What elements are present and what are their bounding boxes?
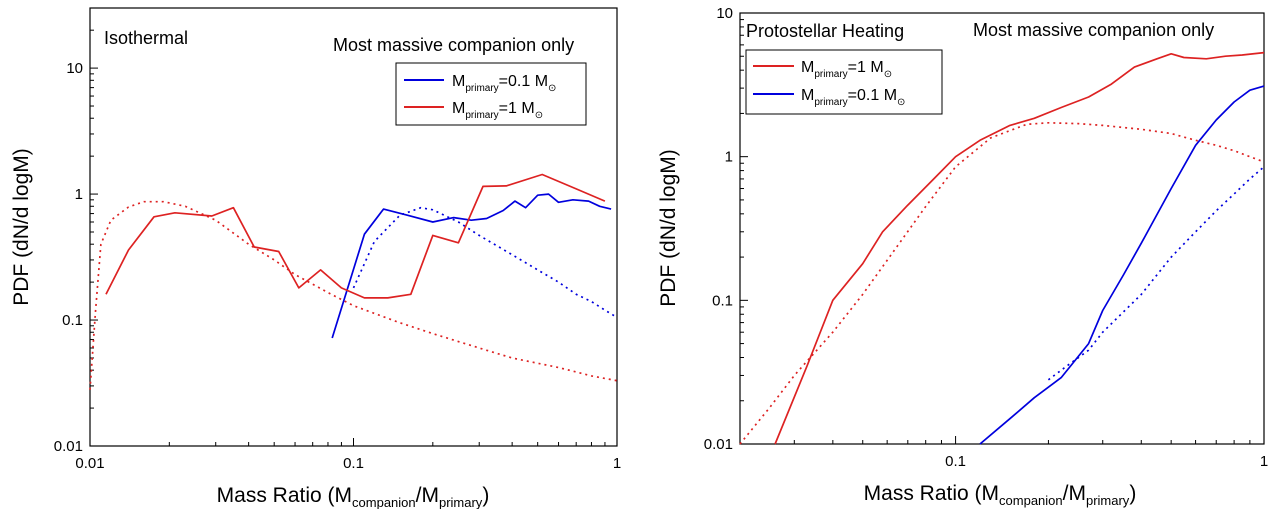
axis-ticks: 0.01 0.1 1 0.01 0.1 1 10 <box>54 29 621 472</box>
series-line-dotted-1 <box>739 121 1265 445</box>
x-tick-label: 1 <box>613 455 621 472</box>
legend-label-0: Mprimary=1 M⊙ <box>801 59 892 80</box>
x-tick-label: 0.01 <box>75 455 104 472</box>
legend-box <box>395 62 587 126</box>
y-tick-label: 10 <box>66 60 83 77</box>
axis-ticks: 0.1 1 0.01 0.1 1 10 <box>704 5 1268 470</box>
plot-frame <box>739 12 1265 445</box>
series-line-dotted-3 <box>89 200 618 390</box>
x-tick-label: 0.1 <box>343 455 364 472</box>
series-line-solid-2 <box>105 173 606 299</box>
x-tick-label: 1 <box>1260 453 1268 470</box>
legend-label-1: Mprimary=1 M⊙ <box>452 100 543 121</box>
series-line-dotted-3 <box>1047 166 1265 381</box>
series-group <box>739 51 1265 445</box>
legend-box <box>745 49 943 115</box>
y-tick-label: 10 <box>716 5 733 22</box>
legend: Mprimary=1 M⊙ Mprimary=0.1 M⊙ <box>745 49 943 115</box>
y-tick-label: 0.1 <box>712 292 733 309</box>
chart-annotation: Most massive companion only <box>973 20 1214 40</box>
chart-isothermal: 0.01 0.1 1 0.01 0.1 1 10 Isothermal Most massi… <box>10 7 621 509</box>
series-line-solid-0 <box>331 193 612 339</box>
legend-label-1: Mprimary=0.1 M⊙ <box>801 87 905 108</box>
series-group <box>89 173 618 390</box>
series-line-solid-0 <box>774 51 1265 445</box>
x-tick-label: 0.1 <box>945 453 966 470</box>
series-line-solid-2 <box>979 85 1265 445</box>
y-tick-label: 0.01 <box>54 438 83 455</box>
x-axis-label: Mass Ratio (Mcompanion/Mprimary) <box>217 484 490 509</box>
y-tick-label: 0.01 <box>704 436 733 453</box>
y-tick-label: 1 <box>725 149 733 166</box>
chart-protostellar-heating: 0.1 1 0.01 0.1 1 10 Protostellar Heating Most… <box>657 5 1268 508</box>
chart-title: Protostellar Heating <box>746 21 904 41</box>
chart-annotation: Most massive companion only <box>333 35 574 55</box>
y-tick-label: 1 <box>75 186 83 203</box>
chart-title: Isothermal <box>104 28 188 48</box>
series-line-dotted-1 <box>352 206 618 319</box>
legend: Mprimary=0.1 M⊙ Mprimary=1 M⊙ <box>395 62 587 126</box>
y-axis-label: PDF (dN/d logM) <box>657 149 680 307</box>
legend-label-0: Mprimary=0.1 M⊙ <box>452 73 556 94</box>
y-axis-label: PDF (dN/d logM) <box>10 148 33 306</box>
x-axis-label: Mass Ratio (Mcompanion/Mprimary) <box>864 482 1137 508</box>
y-tick-label: 0.1 <box>62 312 83 329</box>
